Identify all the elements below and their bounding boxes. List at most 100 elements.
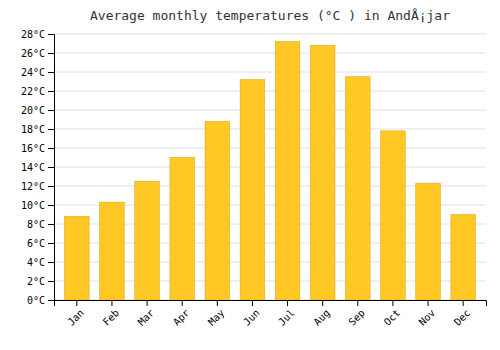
tick-mark [217,300,218,306]
tick: 8°C [27,219,54,230]
tick-mark [463,300,464,306]
tick: 26°C [21,48,54,59]
plot: 0°C2°C4°C6°C8°C10°C12°C14°C16°C18°C20°C2… [21,29,487,328]
tick: Aug [311,300,332,328]
tick-mark [48,243,54,244]
bar [240,80,265,300]
tick: Apr [171,300,192,328]
bar [416,183,441,300]
tick: Feb [101,300,122,328]
grid-line [54,148,486,149]
tick-label: Nov [417,307,438,328]
tick-mark [48,281,54,282]
grid-line [54,34,486,35]
tick: Oct [382,300,403,328]
tick: Dec [452,300,473,328]
bar [170,158,195,301]
tick-label: Sep [346,307,367,328]
tick-mark [48,72,54,73]
bar [381,131,406,300]
tick-label: Jan [65,307,86,328]
bar [100,202,125,300]
tick: 20°C [21,105,54,116]
grid-line [54,53,486,54]
tick: Sep [346,300,367,328]
tick-mark [48,129,54,130]
grid-line [54,72,486,73]
axis-line [55,301,487,307]
tick: Mar [136,300,157,328]
tick-label: 26°C [21,48,45,59]
tick-label: Dec [452,307,473,328]
y-axis: 0°C2°C4°C6°C8°C10°C12°C14°C16°C18°C20°C2… [21,29,55,306]
tick-label: 20°C [21,105,45,116]
tick: 18°C [21,124,54,135]
bar [205,121,230,300]
tick-label: 24°C [21,67,45,78]
tick-mark [252,300,253,306]
tick-mark [147,300,148,306]
tick-label: Apr [171,307,192,328]
tick-label: 4°C [27,257,45,268]
tick-label: 22°C [21,86,45,97]
tick: May [206,300,227,328]
tick-label: 12°C [21,181,45,192]
tick-label: Jun [241,307,262,328]
tick-label: 18°C [21,124,45,135]
tick: 2°C [27,276,54,287]
tick-label: 8°C [27,219,45,230]
tick-mark [48,91,54,92]
bar [451,215,476,301]
grid-line [54,91,486,92]
tick: Jul [276,300,297,328]
tick-mark [48,300,54,301]
tick-label: Oct [382,307,403,328]
tick-label: Aug [311,307,332,328]
axis-line [48,35,55,301]
bar [135,181,160,300]
tick-mark [48,224,54,225]
tick: Jun [241,300,262,328]
tick: 6°C [27,238,54,249]
tick: Jan [65,300,86,328]
bar [65,216,90,300]
tick-mark [48,186,54,187]
tick-label: 6°C [27,238,45,249]
tick-label: 14°C [21,162,45,173]
tick-mark [76,300,77,306]
grid [54,34,486,300]
tick-mark [48,262,54,263]
tick-mark [357,300,358,306]
bar [275,42,300,300]
tick-mark [48,148,54,149]
tick-label: 0°C [27,295,45,306]
bar [310,45,335,300]
tick: 0°C [27,295,54,306]
tick-mark [48,167,54,168]
title: Average monthly temperatures (°C ) in An… [90,8,450,23]
tick: 12°C [21,181,54,192]
tick-mark [392,300,393,306]
tick: Nov [417,300,438,328]
tick-mark [48,53,54,54]
tick-label: 10°C [21,200,45,211]
chart: 0°C2°C4°C6°C8°C10°C12°C14°C16°C18°C20°C2… [0,0,500,350]
tick-mark [111,300,112,306]
tick: 22°C [21,86,54,97]
tick-label: 2°C [27,276,45,287]
tick-mark [48,110,54,111]
tick-mark [428,300,429,306]
tick: 4°C [27,257,54,268]
tick-mark [48,34,54,35]
tick-label: Jul [276,307,297,328]
tick: 24°C [21,67,54,78]
grid-line [54,129,486,130]
tick-label: May [206,307,227,328]
tick-mark [182,300,183,306]
tick: 28°C [21,29,54,40]
tick: 10°C [21,200,54,211]
x-axis: Jan Feb Mar Apr May Jun Jul Aug Sep Oct Nov Dec [55,300,487,328]
tick-mark [322,300,323,306]
tick-label: 28°C [21,29,45,40]
tick: 14°C [21,162,54,173]
